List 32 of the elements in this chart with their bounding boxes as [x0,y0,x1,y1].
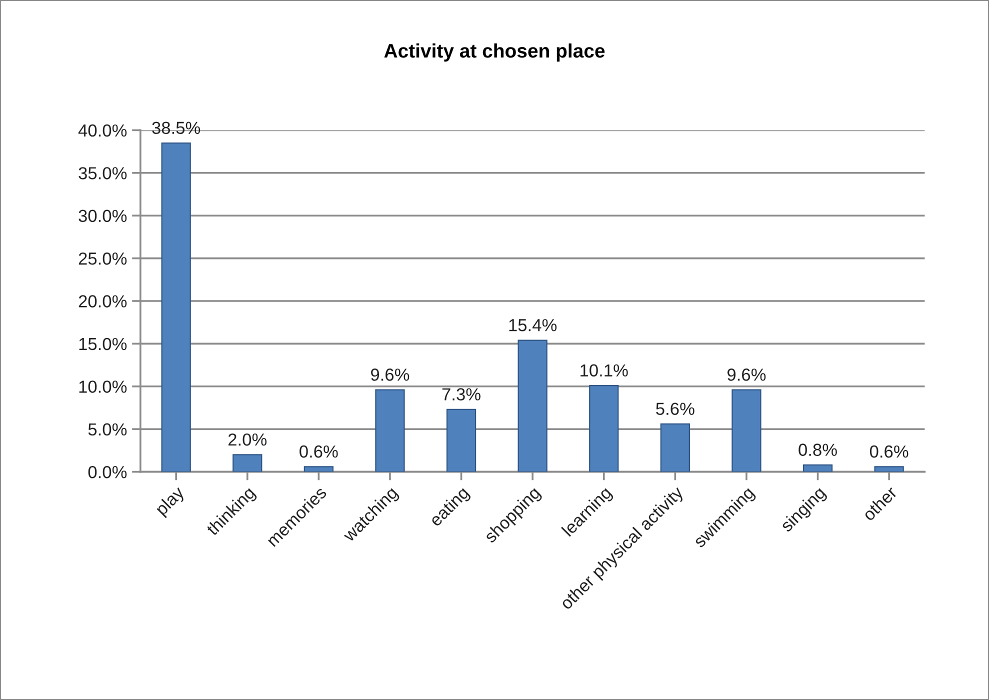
data-label: 2.0% [228,433,267,446]
data-label: 5.6% [656,402,694,415]
data-label: 38.5% [152,122,200,134]
bar [732,389,762,472]
data-label: 10.1% [580,364,628,377]
bar [518,340,548,472]
data-label: 15.4% [509,319,557,332]
bar [161,142,191,472]
bar [802,464,833,472]
y-tick-label: 5.0% [88,423,127,436]
y-tick-label: 40.0% [78,124,127,137]
y-tick-label: 15.0% [79,338,127,350]
bar [446,408,476,472]
data-label: 0.8% [798,444,837,456]
y-tick-label: 25.0% [78,252,127,265]
y-tick-label: 30.0% [78,210,127,222]
data-label: 9.6% [371,368,410,381]
data-label: 7.3% [442,388,480,400]
chart-title: Activity at chosen place [384,43,605,62]
y-tick-label: 35.0% [78,167,127,180]
y-tick-label: 10.0% [79,380,127,393]
bar [660,423,690,472]
data-label: 0.6% [300,445,338,458]
y-tick-label: 0.0% [88,466,127,478]
bar [232,454,262,472]
data-label: 0.6% [870,445,908,458]
bar [304,466,334,472]
bar [874,466,904,472]
data-label: 9.6% [728,368,766,381]
bar [375,389,405,472]
bar [589,384,619,472]
y-tick-label: 20.0% [78,295,127,308]
